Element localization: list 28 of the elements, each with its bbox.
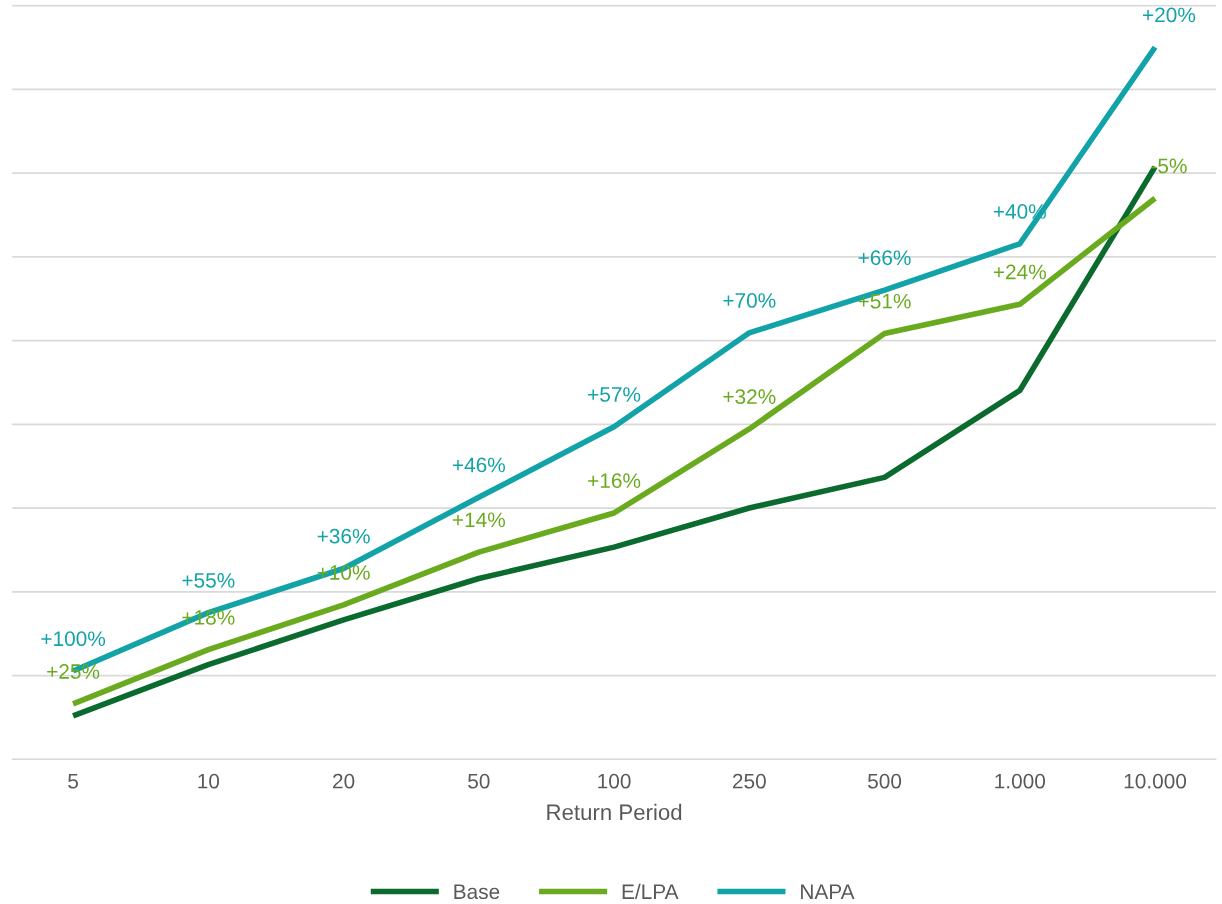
annotation: +24% [993, 264, 1046, 280]
annotation: +66% [858, 250, 911, 266]
x-tick-label: 10.000 [1124, 773, 1187, 789]
annotation: +36% [317, 528, 370, 544]
annotation: +32% [723, 389, 776, 404]
legend-label: Base [454, 884, 500, 900]
annotation: -5% [1151, 158, 1187, 174]
annotation: +16% [588, 473, 641, 489]
x-tick-label: 500 [868, 773, 902, 789]
annotation: +20% [1143, 7, 1196, 23]
x-tick-label: 1.000 [995, 773, 1046, 789]
x-axis-title: Return Period [547, 803, 682, 821]
x-tick-label: 10 [198, 773, 220, 789]
annotation: +70% [723, 293, 776, 308]
legend-label: NAPA [801, 884, 855, 899]
x-tick-label: 100 [598, 773, 631, 789]
x-tick-label: 20 [333, 773, 355, 789]
x-tick-label: 5 [68, 774, 78, 789]
annotation: +46% [452, 457, 505, 473]
annotation: +55% [182, 573, 235, 588]
annotation: +100% [41, 631, 106, 647]
annotation: +14% [452, 512, 505, 528]
x-tick-label: 250 [732, 773, 766, 789]
annotation: +57% [588, 387, 641, 402]
legend-label: E/LPA [622, 883, 679, 900]
annotation: +51% [858, 293, 911, 309]
annotation: +25% [47, 664, 100, 679]
x-tick-label: 50 [468, 773, 490, 789]
